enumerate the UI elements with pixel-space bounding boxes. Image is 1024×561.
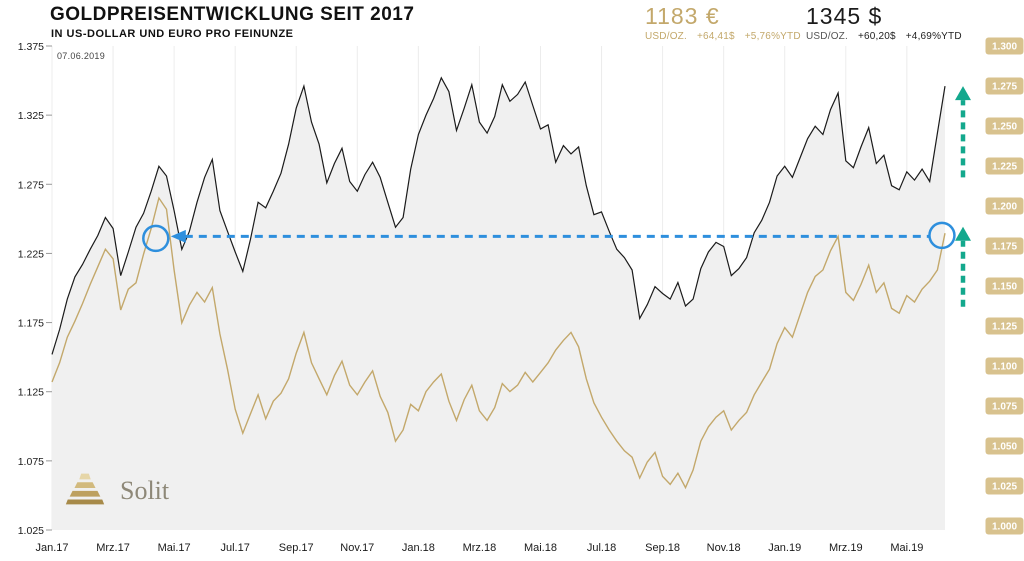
x-axis-label: Jul.18 [587, 542, 616, 554]
right-axis-tick-label: 1.225 [992, 162, 1017, 173]
usd-quote-meta: USD/OZ. +60,20$ +4,69%YTD [806, 31, 969, 42]
as-of-date: 07.06.2019 [57, 51, 106, 61]
x-axis-label: Mrz.17 [96, 542, 130, 554]
x-axis-label: Mrz.19 [829, 542, 863, 554]
usd-change-absolute: +60,20$ [857, 31, 896, 43]
eur-change-absolute: +64,41$ [696, 31, 735, 43]
right-axis-price-box [985, 357, 1024, 375]
left-axis-tick-label: 1.325 [18, 110, 44, 122]
x-axis-label: Jan.19 [768, 542, 801, 554]
trend-arrow-head-1 [955, 86, 971, 101]
eur-unit-label: USD/OZ. [645, 31, 687, 43]
eur-quote-meta: USD/OZ. +64,41$ +5,76%YTD [645, 31, 808, 42]
right-axis-tick-label: 1.200 [992, 202, 1017, 213]
right-axis-price-box [985, 237, 1024, 255]
right-axis-tick-label: 1.250 [992, 122, 1017, 133]
x-axis-label: Mrz.18 [463, 542, 497, 554]
left-axis-tick-label: 1.175 [18, 318, 44, 330]
left-axis-tick-label: 1.225 [18, 248, 44, 260]
left-axis-tick-label: 1.125 [18, 387, 44, 399]
right-axis-tick-label: 1.175 [992, 242, 1017, 253]
x-axis-label: Nov.18 [707, 542, 741, 554]
usd-quote-block: 1345 $ USD/OZ. +60,20$ +4,69%YTD [806, 4, 969, 42]
usd-current-price: 1345 $ [806, 3, 883, 29]
right-axis-price-box [985, 77, 1024, 95]
solit-logo: Solit [62, 472, 169, 506]
usd-series-line [51, 76, 946, 355]
eur-quote-block: 1183 € USD/OZ. +64,41$ +5,76%YTD [645, 4, 808, 42]
reference-circle-right [928, 221, 956, 250]
right-axis-tick-label: 1.050 [992, 442, 1017, 453]
trend-arrow-head-2 [955, 226, 971, 241]
left-axis-tick-label: 1.025 [18, 525, 44, 537]
right-axis-price-box [985, 397, 1024, 415]
right-axis-tick-label: 1.000 [992, 522, 1017, 533]
right-axis-tick-label: 1.275 [992, 82, 1017, 93]
right-axis-price-box [985, 277, 1024, 295]
right-axis-price-box [985, 517, 1024, 535]
page-title: GOLDPREISENTWICKLUNG SEIT 2017 [50, 4, 415, 25]
chart-header: GOLDPREISENTWICKLUNG SEIT 2017 IN US-DOL… [50, 4, 415, 40]
right-axis-tick-label: 1.025 [992, 482, 1017, 493]
x-axis-label: Jan.18 [402, 542, 435, 554]
x-axis-label: Sep.18 [645, 542, 680, 554]
pyramid-icon [65, 473, 105, 505]
right-axis-tick-label: 1.075 [992, 402, 1017, 413]
x-axis-label: Sep.17 [279, 542, 314, 554]
x-axis-label: Mai.18 [524, 542, 557, 554]
x-axis-label: Mai.19 [890, 542, 923, 554]
page-subtitle: IN US-DOLLAR UND EURO PRO FEINUNZE [51, 27, 294, 40]
left-axis-tick-label: 1.075 [18, 456, 44, 468]
eur-series-line [51, 196, 946, 490]
right-axis-price-box [985, 197, 1024, 215]
right-axis-price-box [985, 477, 1024, 495]
right-axis-price-box [985, 117, 1024, 135]
usd-unit-label: USD/OZ. [806, 31, 848, 43]
eur-current-price: 1183 € [645, 3, 720, 29]
eur-change-ytd: +5,76%YTD [744, 31, 801, 43]
right-axis-tick-label: 1.150 [992, 282, 1017, 293]
reference-arrowhead-left [170, 229, 186, 243]
reference-circle-left [142, 224, 170, 253]
left-axis-tick-label: 1.375 [18, 41, 44, 53]
right-axis-price-box [985, 37, 1024, 55]
x-axis-label: Mai.17 [158, 542, 191, 554]
left-axis-tick-label: 1.275 [18, 179, 44, 191]
right-axis-price-box [985, 437, 1024, 455]
right-axis-tick-label: 1.300 [992, 42, 1017, 53]
logo-text: Solit [120, 476, 170, 505]
x-axis-label: Jan.17 [35, 542, 68, 554]
usd-series-area [52, 77, 945, 531]
right-axis-tick-label: 1.125 [992, 322, 1017, 333]
x-axis-label: Nov.17 [340, 542, 374, 554]
right-axis-tick-label: 1.100 [992, 362, 1017, 373]
right-axis-price-box [985, 317, 1024, 335]
usd-change-ytd: +4,69%YTD [905, 31, 962, 43]
x-axis-label: Jul.17 [220, 542, 249, 554]
right-axis-price-box [985, 157, 1024, 175]
